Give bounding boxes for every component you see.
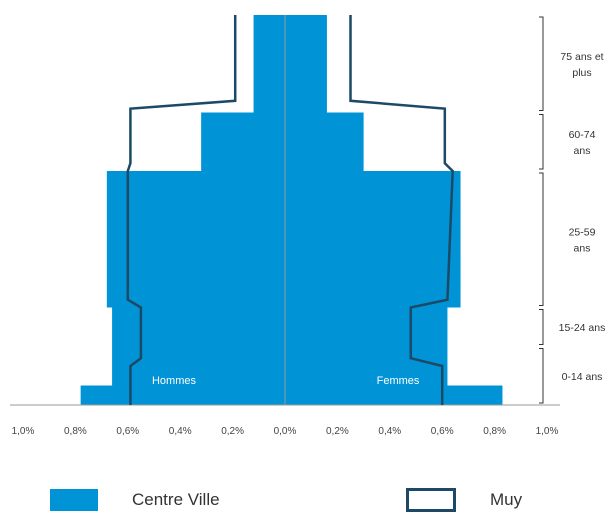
bar-femmes-0-5 xyxy=(285,385,503,405)
x-tick-label: 0,6% xyxy=(431,426,454,437)
bar-hommes-75-100 xyxy=(253,15,285,113)
bar-hommes-60-75 xyxy=(201,112,285,171)
x-tick-label: 0,8% xyxy=(64,426,87,437)
age-bracket-25-60 xyxy=(539,172,544,306)
age-group-label: 0-14 ans xyxy=(562,371,603,383)
legend-item-muy: Muy xyxy=(406,488,522,512)
age-group-label: ans xyxy=(574,242,591,254)
x-tick-label: 0,4% xyxy=(169,426,192,437)
centre-ville-legend-label: Centre Ville xyxy=(132,490,220,509)
age-group-label: 25-59 xyxy=(569,226,596,238)
bar-femmes-15-25 xyxy=(285,307,448,347)
muy-outline xyxy=(126,15,454,405)
x-tick-label: 0,4% xyxy=(378,426,401,437)
x-tick-label: 0,2% xyxy=(221,426,244,437)
centre-ville-swatch xyxy=(50,489,98,511)
femmes-label: Femmes xyxy=(377,375,420,387)
age-group-labels: 75 ans et plus 60-74 ans 25-59 ans 15-24 ans 0-… xyxy=(539,16,606,404)
age-bracket-15-25 xyxy=(539,309,544,345)
bar-femmes-60-75 xyxy=(285,112,364,171)
x-tick-label: 0,8% xyxy=(483,426,506,437)
age-group-label: ans xyxy=(574,145,591,157)
bar-hommes-5-15 xyxy=(112,346,285,386)
hommes-label: Hommes xyxy=(152,375,197,387)
x-axis-tick-labels: 1,0% 0,8% 0,6% 0,4% 0,2% 0,0% 0,2% 0,4% 0,6% 0,8%… xyxy=(12,426,559,437)
age-group-label: 15-24 ans xyxy=(559,322,606,334)
bar-hommes-0-5 xyxy=(80,385,285,405)
age-group-label: 60-74 xyxy=(569,129,596,141)
age-bracket-60-75 xyxy=(539,114,544,170)
muy-swatch xyxy=(406,488,456,512)
legend-item-centre-ville: Centre Ville xyxy=(50,488,220,512)
muy-line-hommes xyxy=(126,15,237,405)
bar-hommes-25-60 xyxy=(106,171,285,308)
bar-femmes-5-15 xyxy=(285,346,448,386)
age-bracket-75-100 xyxy=(539,16,544,111)
age-group-label: 75 ans et xyxy=(560,51,603,63)
bar-femmes-25-60 xyxy=(285,171,461,308)
age-bracket-0-15 xyxy=(539,348,544,404)
x-tick-label: 1,0% xyxy=(536,426,559,437)
x-tick-label: 1,0% xyxy=(12,426,35,437)
bar-femmes-75-100 xyxy=(285,15,327,113)
centre-ville-bars xyxy=(80,15,503,405)
x-tick-label: 0,0% xyxy=(274,426,297,437)
bar-hommes-15-25 xyxy=(112,307,285,347)
x-tick-label: 0,2% xyxy=(326,426,349,437)
muy-line-femmes xyxy=(349,15,454,405)
muy-legend-label: Muy xyxy=(490,490,523,509)
x-tick-label: 0,6% xyxy=(116,426,139,437)
age-group-label: plus xyxy=(572,67,591,79)
